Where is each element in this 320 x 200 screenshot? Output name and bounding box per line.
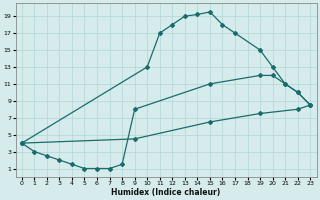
X-axis label: Humidex (Indice chaleur): Humidex (Indice chaleur) [111, 188, 221, 197]
